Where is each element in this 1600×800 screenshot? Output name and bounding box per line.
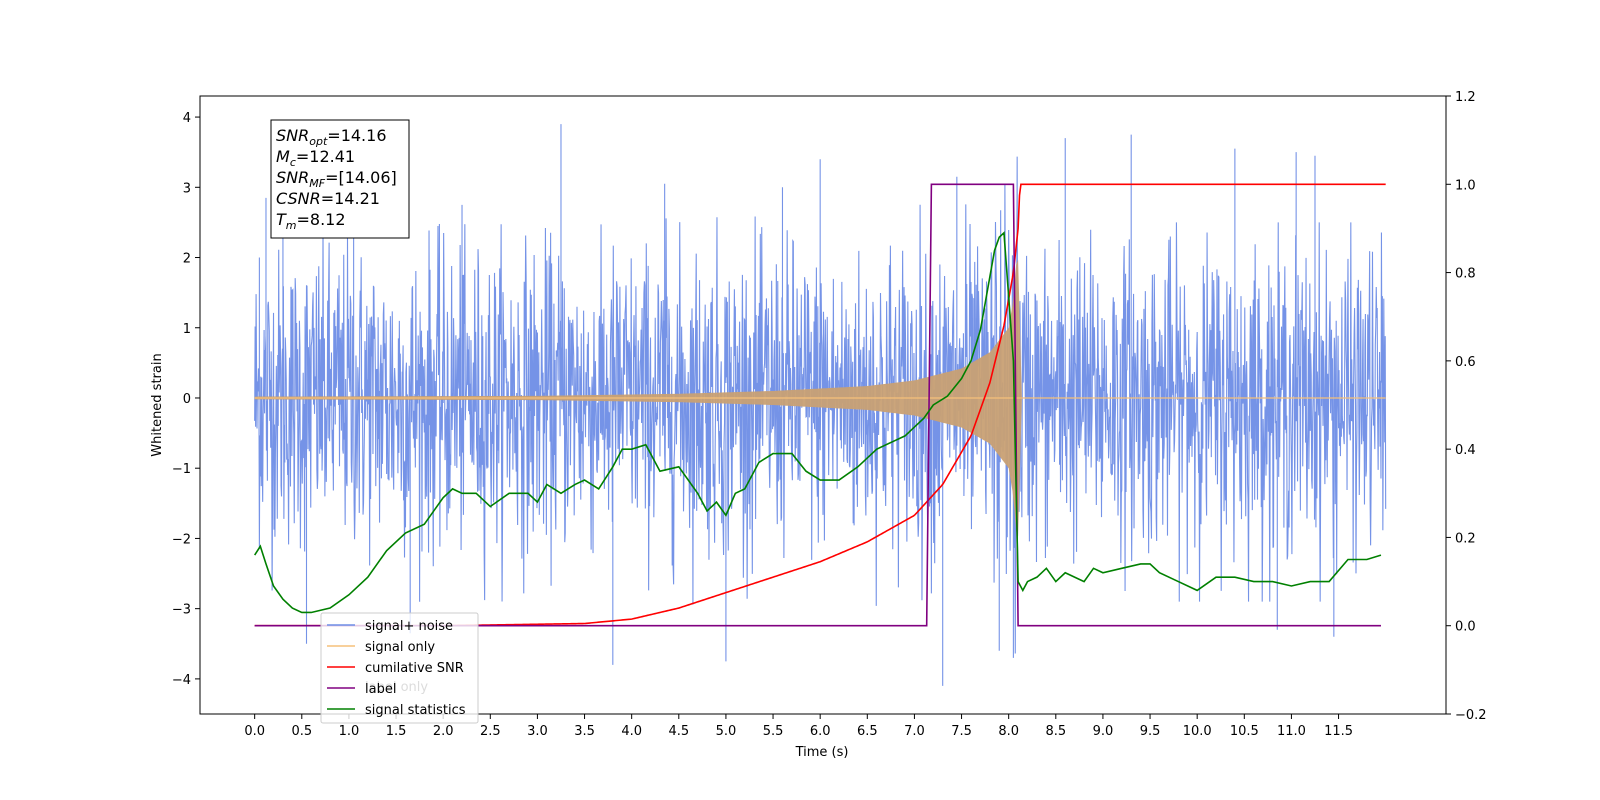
legend-entry-label: signal statistics [365, 703, 466, 718]
y-axis-left: 4 3 2 1 0 −1 −2 −3 −4 [172, 111, 200, 688]
y2-tick-label: 0.0 [1455, 620, 1476, 635]
x-tick-label: 6.0 [810, 724, 831, 739]
info-sub: MF [309, 177, 325, 190]
y-tick-label: 3 [183, 181, 191, 196]
legend-hidden-label: label only [365, 680, 428, 695]
y-tick-label: −3 [172, 603, 191, 618]
info-value: =[14.06] [325, 168, 397, 187]
info-line: SNRopt=14.16 [276, 126, 387, 148]
legend-frame [320, 612, 479, 724]
x-tick-label: 11.0 [1277, 724, 1306, 739]
signal-noise-line [254, 124, 1387, 686]
x-tick-label: 10.0 [1183, 724, 1212, 739]
y-tick-label: 1 [183, 322, 191, 337]
info-line: CSNR=14.21 [276, 189, 380, 208]
legend-entry-label: signal only [365, 640, 435, 655]
x-tick-label: 2.0 [433, 724, 454, 739]
x-tick-label: 1.0 [339, 724, 360, 739]
info-main: SNR [276, 126, 309, 145]
x-tick-label: 3.0 [527, 724, 548, 739]
x-tick-label: 1.5 [386, 724, 407, 739]
signal-statistics-series [253, 231, 1382, 614]
y2-tick-label: −0.2 [1455, 708, 1487, 723]
y-tick-label: −1 [172, 462, 191, 477]
info-value: =8.12 [297, 210, 346, 229]
label-line [254, 183, 1381, 627]
info-box-frame [270, 119, 410, 239]
y-tick-label: 2 [183, 252, 191, 267]
info-main: M [276, 147, 290, 166]
info-value: =14.16 [327, 126, 386, 145]
info-sub: m [286, 219, 297, 232]
x-tick-label: 7.0 [904, 724, 925, 739]
y2-tick-label: 0.6 [1455, 355, 1476, 370]
info-sub: opt [309, 135, 328, 148]
info-main: T [276, 210, 287, 229]
x-tick-label: 0.5 [291, 724, 312, 739]
legend-entry-label: cumilative SNR [365, 661, 464, 676]
y2-tick-label: 0.4 [1455, 443, 1476, 458]
y2-tick-label: 1.2 [1455, 90, 1476, 105]
y-tick-label: −4 [172, 673, 191, 688]
x-axis-label: Time (s) [795, 745, 849, 760]
info-line: Tm=8.12 [276, 210, 346, 232]
y2-tick-label: 0.8 [1455, 267, 1476, 282]
info-value: =14.21 [321, 189, 380, 208]
x-tick-label: 9.5 [1140, 724, 1161, 739]
signal-noise-series [254, 124, 1387, 686]
x-tick-label: 10.5 [1230, 724, 1259, 739]
y-tick-label: 0 [183, 392, 191, 407]
y-tick-label: −2 [172, 532, 191, 547]
x-tick-label: 8.5 [1045, 724, 1066, 739]
y2-tick-label: 1.0 [1455, 178, 1476, 193]
x-tick-label: 6.5 [857, 724, 878, 739]
x-axis: 0.0 0.5 1.0 1.5 2.0 2.5 3.0 3.5 4.0 4.5 5.0 5.5 6.0 6… [244, 714, 1353, 739]
x-tick-label: 7.5 [951, 724, 972, 739]
x-tick-label: 0.0 [244, 724, 265, 739]
x-tick-label: 3.5 [574, 724, 595, 739]
plot-frame [199, 95, 1447, 715]
x-tick-label: 4.5 [668, 724, 689, 739]
info-sub: c [290, 156, 296, 169]
legend-entry-label: label [365, 682, 396, 697]
x-tick-label: 11.5 [1324, 724, 1353, 739]
y2-tick-label: 0.2 [1455, 531, 1476, 546]
label-series [254, 183, 1381, 627]
x-tick-label: 5.5 [763, 724, 784, 739]
info-main: CSNR [276, 189, 321, 208]
info-main: SNR [276, 168, 309, 187]
x-tick-label: 9.0 [1093, 724, 1114, 739]
info-value: =12.41 [296, 147, 355, 166]
y-axis-label: Whitened strain [150, 353, 165, 456]
x-tick-label: 2.5 [480, 724, 501, 739]
signal-statistics-line [253, 231, 1382, 614]
info-box: SNRopt=14.16Mc=12.41SNRMF=[14.06]CSNR=14… [270, 119, 410, 239]
info-line: Mc=12.41 [276, 147, 355, 169]
x-tick-label: 4.0 [621, 724, 642, 739]
legend-entry-label: signal+ noise [365, 619, 453, 634]
legend: label only signal+ noise signal only cumila… [320, 612, 479, 724]
x-tick-label: 5.0 [716, 724, 737, 739]
y-axis-right: 1.2 1.0 0.8 0.6 0.4 0.2 0.0 −0.2 [1446, 90, 1487, 723]
y-tick-label: 4 [183, 111, 191, 126]
x-tick-label: 8.0 [998, 724, 1019, 739]
signal-only-series [254, 259, 1386, 537]
info-line: SNRMF=[14.06] [276, 168, 397, 190]
